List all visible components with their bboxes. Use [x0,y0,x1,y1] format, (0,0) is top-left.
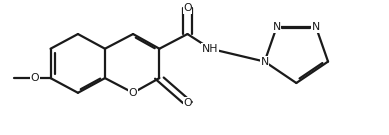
Text: N: N [312,22,320,32]
Text: O: O [183,3,192,13]
Text: N: N [273,22,281,32]
Text: O: O [30,73,39,83]
Text: NH: NH [202,44,219,54]
Text: N: N [261,57,269,67]
Text: O: O [183,98,192,108]
Text: O: O [129,88,137,98]
